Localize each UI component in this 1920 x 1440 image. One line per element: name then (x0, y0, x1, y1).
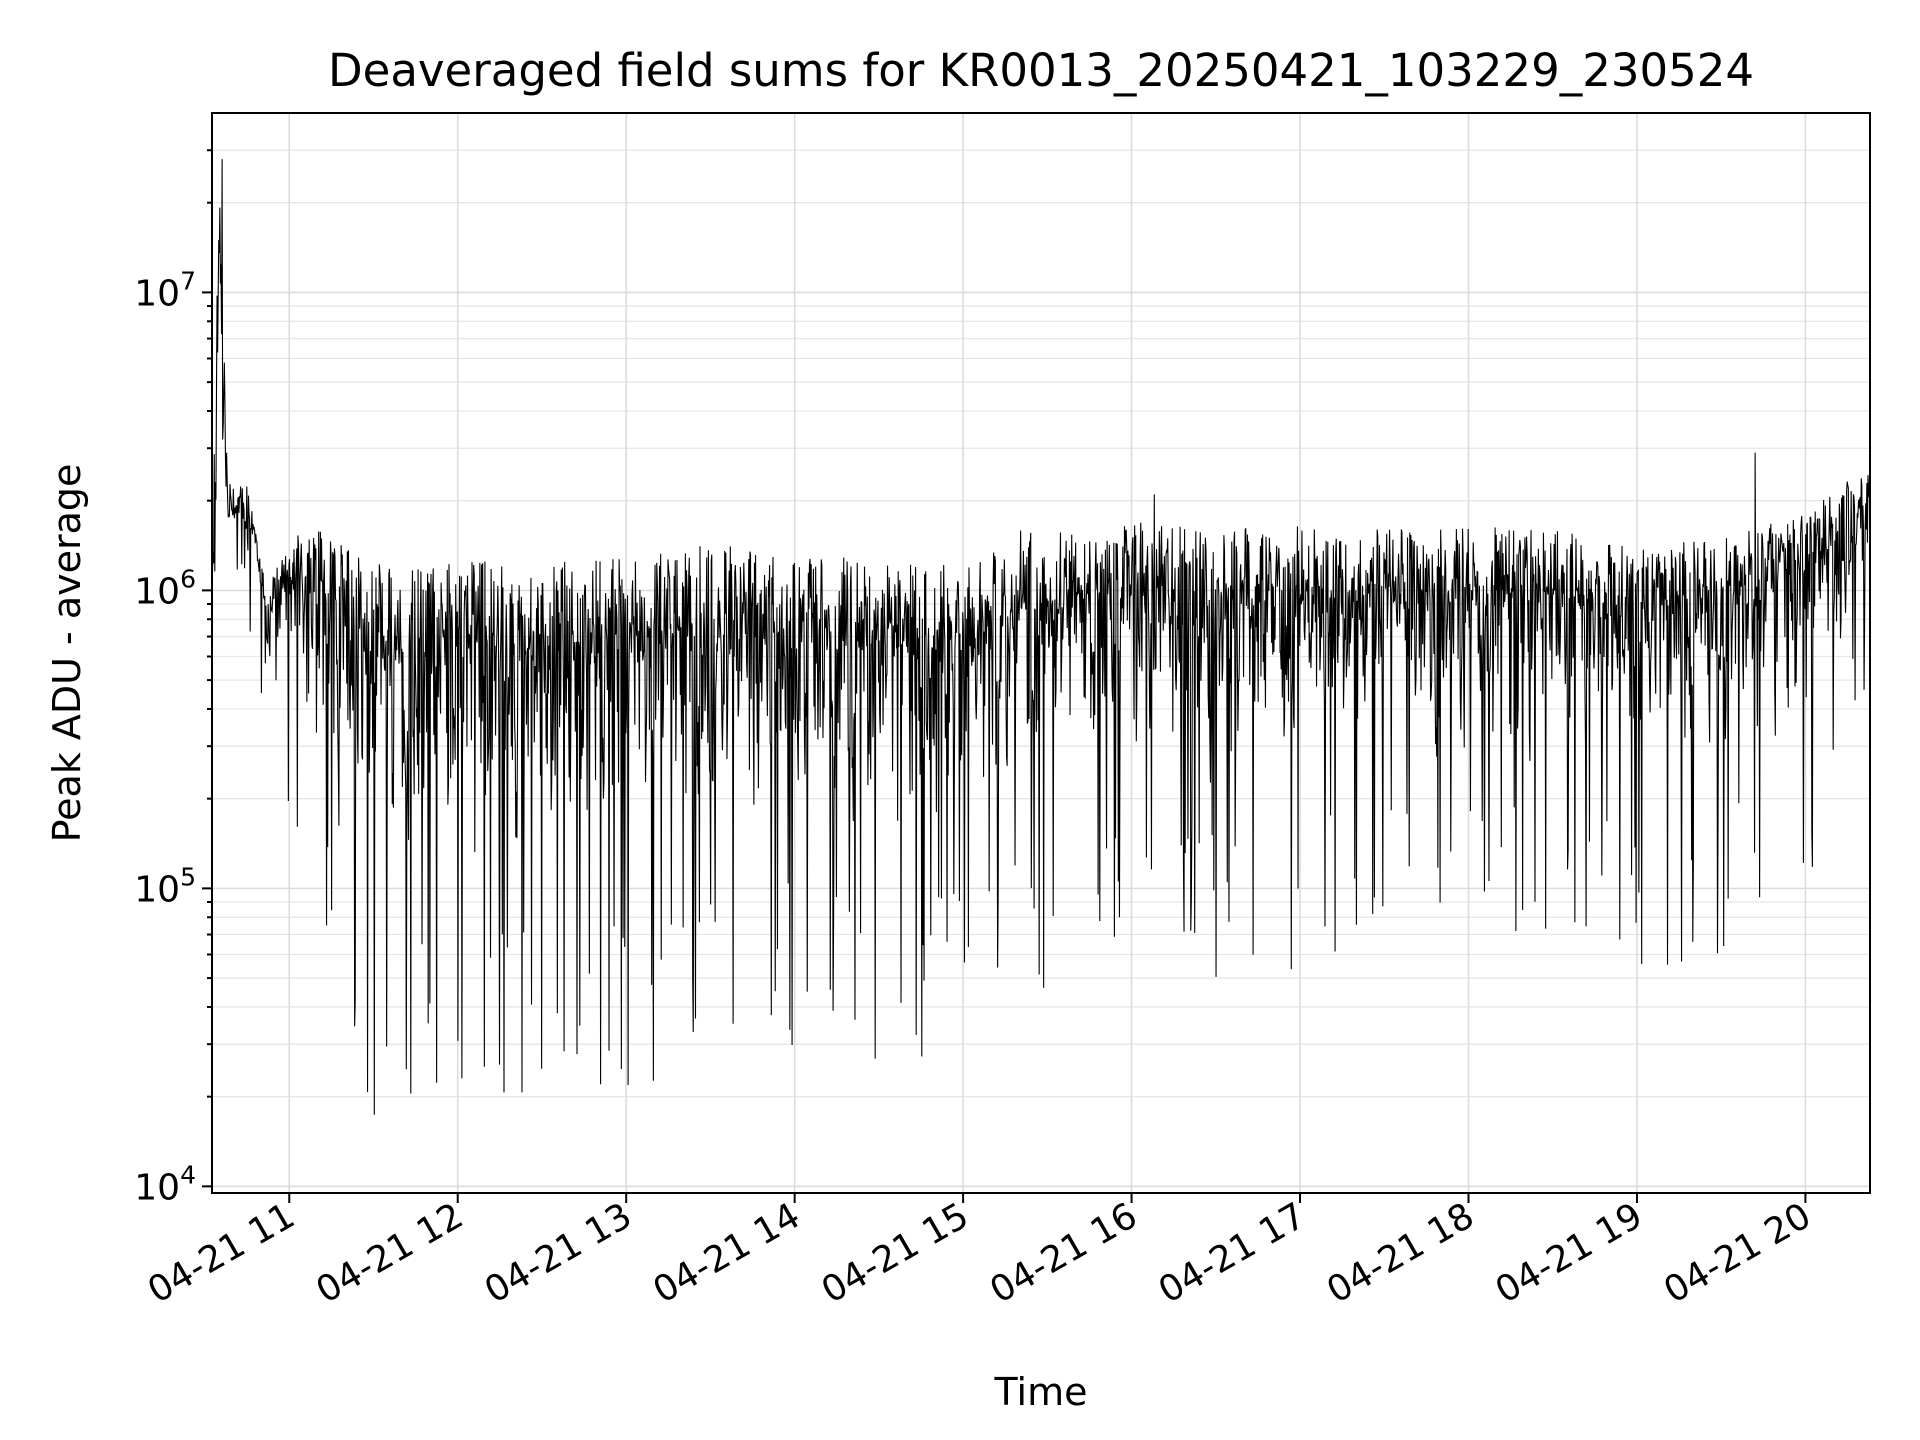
y-tick-label: 104 (134, 1160, 196, 1208)
plot-frame (211, 112, 1871, 1194)
y-axis-label: Peak ADU - average (45, 464, 89, 843)
y-tick-label: 106 (134, 564, 196, 612)
y-axis: 104 105 106 107 (134, 149, 212, 1208)
y-tick-label: 105 (134, 862, 196, 910)
y-tick-label: 107 (134, 266, 196, 314)
grid (212, 113, 1870, 1193)
x-axis-label: Time (994, 1370, 1088, 1414)
chart-title: Deaveraged field sums for KR0013_2025042… (328, 44, 1754, 97)
series-line (211, 159, 1871, 1115)
series-group (211, 159, 1871, 1115)
